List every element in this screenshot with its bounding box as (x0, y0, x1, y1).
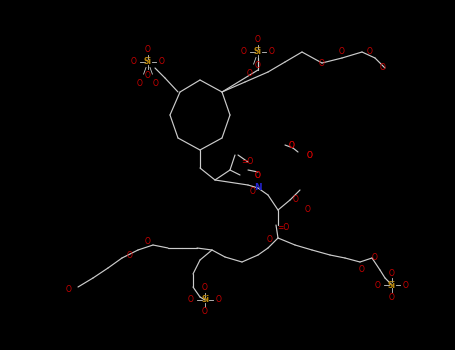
Text: O: O (145, 44, 151, 54)
Text: O: O (307, 150, 313, 160)
Text: O: O (375, 280, 381, 289)
Text: O: O (66, 286, 72, 294)
Text: N: N (254, 183, 262, 192)
Text: O: O (403, 280, 409, 289)
Text: O: O (293, 196, 299, 204)
Text: O: O (216, 295, 222, 304)
Text: O: O (359, 266, 365, 274)
Text: O: O (289, 140, 295, 149)
Text: O: O (269, 48, 275, 56)
Text: O: O (159, 57, 165, 66)
Text: Si: Si (254, 48, 262, 56)
Text: O: O (241, 48, 247, 56)
Text: Si: Si (144, 57, 152, 66)
Text: O: O (267, 236, 273, 245)
Text: Si: Si (201, 295, 209, 304)
Text: O: O (389, 293, 395, 301)
Text: O: O (202, 308, 208, 316)
Text: O: O (137, 79, 143, 89)
Text: O: O (389, 268, 395, 278)
Text: O: O (145, 238, 151, 246)
Text: O: O (289, 140, 295, 149)
Text: O: O (339, 48, 345, 56)
Text: O: O (127, 251, 133, 259)
Text: O: O (250, 188, 256, 196)
Text: O: O (367, 48, 373, 56)
Text: O: O (380, 63, 386, 72)
Text: O: O (255, 35, 261, 43)
Text: =O: =O (277, 224, 289, 232)
Text: O: O (372, 253, 378, 262)
Text: O: O (307, 150, 313, 160)
Text: O: O (145, 70, 151, 79)
Text: O: O (255, 61, 261, 70)
Text: O: O (247, 70, 253, 78)
Text: O: O (202, 284, 208, 293)
Text: O: O (255, 170, 261, 180)
Text: O: O (153, 79, 159, 89)
Text: =O: =O (241, 158, 253, 167)
Text: O: O (255, 170, 261, 180)
Text: O: O (188, 295, 194, 304)
Text: O: O (131, 57, 137, 66)
Text: Si: Si (388, 280, 396, 289)
Text: O: O (305, 205, 311, 215)
Text: O: O (319, 58, 325, 68)
